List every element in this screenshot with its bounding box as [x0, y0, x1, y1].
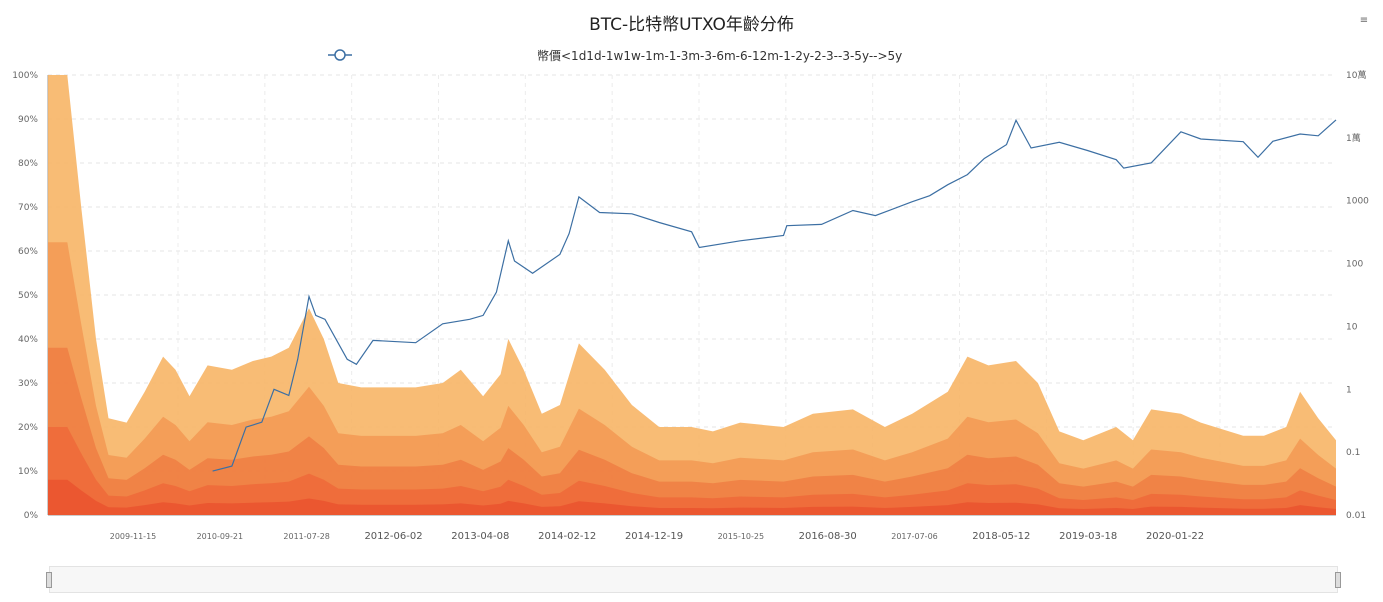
y-tick-right: 0.01: [1346, 511, 1366, 521]
y-tick-left: 70%: [18, 203, 38, 213]
band-5y: [48, 75, 1336, 515]
y-tick-right: 1: [1346, 385, 1352, 395]
y-tick-right: 1萬: [1346, 132, 1361, 144]
menu-icon[interactable]: ≡: [1359, 15, 1369, 26]
y-tick-left: 30%: [18, 379, 38, 389]
x-tick-label: 2017-07-06: [891, 532, 938, 541]
x-tick-label: 2013-04-08: [451, 531, 509, 542]
x-tick-label: 2010-09-21: [197, 532, 244, 541]
y-tick-right: 1000: [1346, 197, 1369, 207]
legend-price-marker[interactable]: [328, 47, 352, 63]
x-tick-label: 2012-06-02: [364, 531, 422, 542]
y-tick-left: 0%: [24, 511, 39, 521]
y-tick-left: 50%: [18, 291, 38, 301]
band-6m-2y: [48, 347, 1336, 515]
x-tick-label: 2016-08-30: [799, 531, 857, 542]
y-tick-left: 20%: [18, 423, 38, 433]
band-2-5y: [48, 242, 1336, 515]
band-1m-6m: [48, 427, 1336, 515]
y-tick-right: 10萬: [1346, 69, 1366, 81]
chart-title: BTC-比特幣UTXO年齡分佈: [589, 15, 794, 35]
x-tick-label: 2014-12-19: [625, 531, 683, 542]
y-tick-left: 100%: [12, 71, 38, 81]
y-tick-right: 10: [1346, 322, 1358, 332]
legend-label[interactable]: 幣價<1d1d-1w1w-1m-1-3m-3-6m-6-12m-1-2y-2-3…: [537, 49, 903, 63]
x-tick-label: 2015-10-25: [718, 532, 765, 541]
x-tick-label: 2014-02-12: [538, 531, 596, 542]
x-tick-label: 2018-05-12: [972, 531, 1030, 542]
y-tick-right: 100: [1346, 260, 1363, 270]
y-tick-right: 0.1: [1346, 448, 1360, 458]
x-tick-label: 2011-07-28: [283, 532, 330, 541]
zoom-handle-left[interactable]: [46, 572, 52, 588]
y-tick-left: 90%: [18, 115, 38, 125]
y-tick-left: 80%: [18, 159, 38, 169]
x-tick-label: 2019-03-18: [1059, 531, 1117, 542]
y-tick-left: 10%: [18, 467, 38, 477]
y-tick-left: 60%: [18, 247, 38, 257]
zoom-handle-right[interactable]: [1335, 572, 1341, 588]
y-tick-left: 40%: [18, 335, 38, 345]
x-tick-label: 2009-11-15: [110, 532, 157, 541]
price-line: [212, 118, 1337, 472]
x-tick-label: 2020-01-22: [1146, 531, 1204, 542]
zoom-slider[interactable]: [49, 566, 1338, 593]
legend: 幣價<1d1d-1w1w-1m-1-3m-3-6m-6-12m-1-2y-2-3…: [0, 45, 1383, 65]
band-lt-1m: [48, 479, 1336, 515]
